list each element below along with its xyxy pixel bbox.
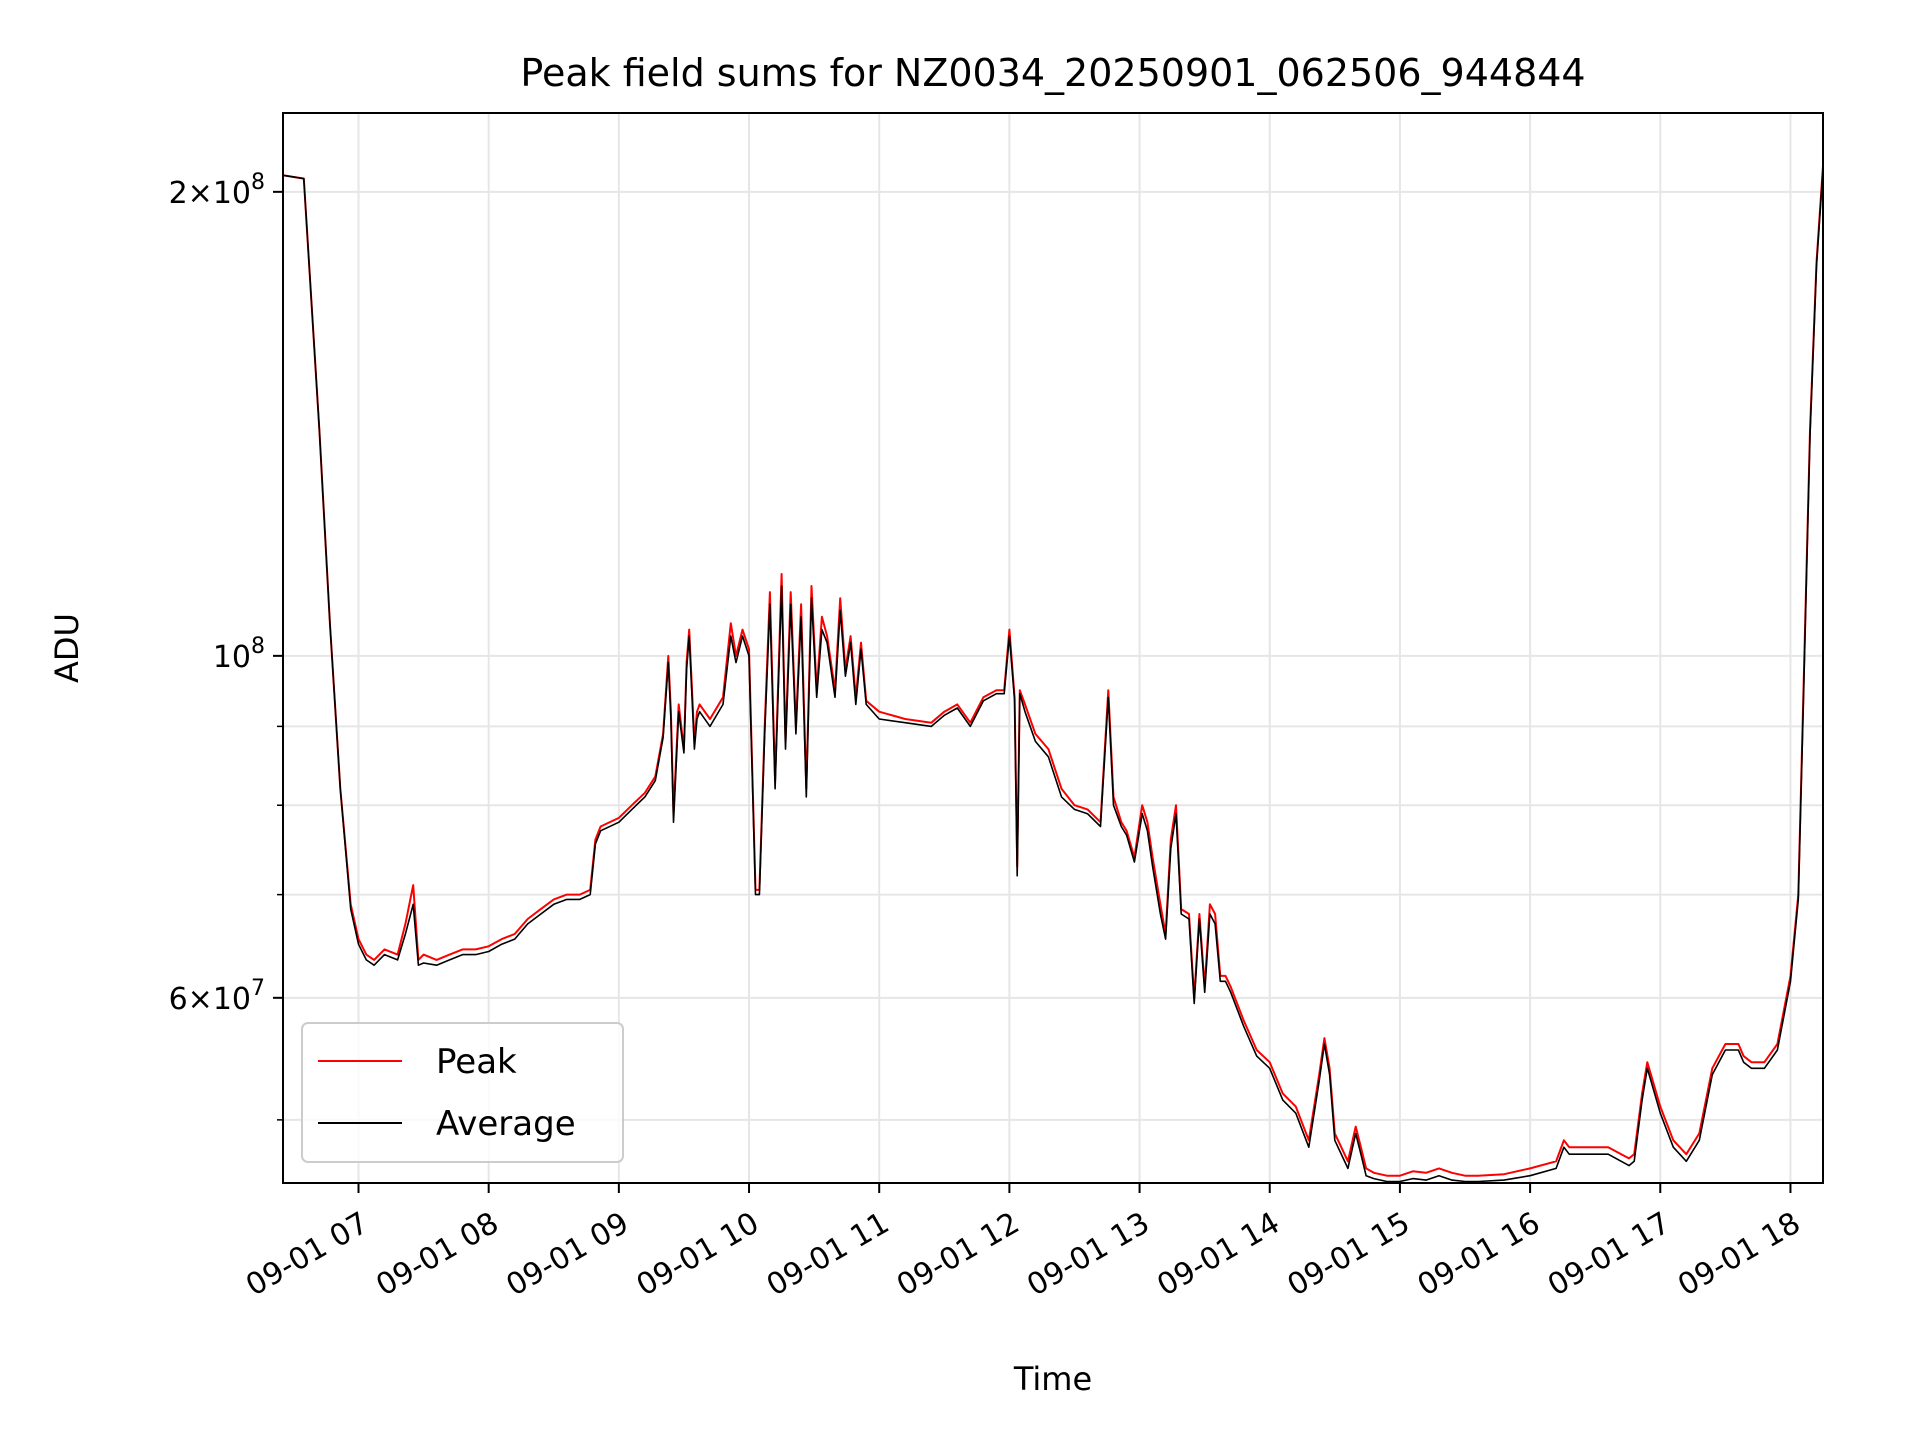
legend: Peak Average: [301, 1022, 624, 1163]
legend-label-average: Average: [436, 1104, 576, 1144]
plot-frame: [282, 112, 1824, 1184]
y-tick-label: 108: [213, 634, 265, 675]
series-line-average: [282, 168, 1824, 1183]
chart-title: Peak field sums for NZ0034_20250901_0625…: [520, 51, 1585, 95]
x-axis-title: Time: [1013, 1360, 1092, 1398]
y-axis: 6×107 108 2×108: [169, 170, 283, 1121]
series-layer: [282, 165, 1824, 1183]
y-tick-label: 6×107: [169, 976, 265, 1017]
y-axis-title: ADU: [48, 613, 86, 683]
legend-label-peak: Peak: [436, 1042, 517, 1082]
legend-box: [301, 1022, 624, 1163]
grid: [283, 113, 1823, 1183]
y-tick-label: 2×108: [169, 170, 265, 211]
